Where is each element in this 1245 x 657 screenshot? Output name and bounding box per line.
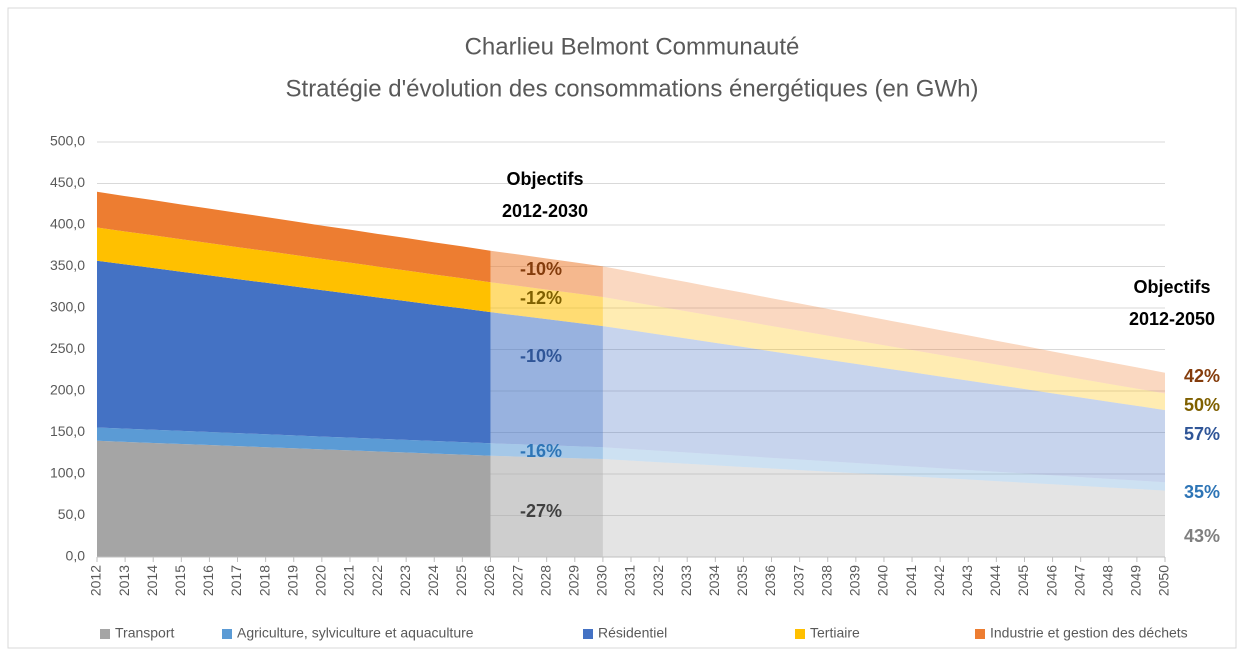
annotation: 2012-2050 [1129, 309, 1215, 329]
y-tick-label: 0,0 [66, 548, 86, 564]
annotation: -27% [520, 501, 562, 521]
y-tick-label: 450,0 [50, 174, 85, 190]
x-tick-label: 2016 [200, 565, 216, 596]
area [97, 440, 491, 557]
chart-border [7, 7, 1237, 649]
x-tick-label: 2020 [313, 565, 329, 596]
x-tick-label: 2028 [537, 565, 553, 596]
legend-swatch [975, 629, 985, 639]
x-tick-label: 2027 [509, 565, 525, 596]
annotation: 43% [1184, 526, 1220, 546]
x-tick-label: 2046 [1043, 565, 1059, 596]
x-tick-label: 2022 [369, 565, 385, 596]
annotation: -12% [520, 288, 562, 308]
legend-label: Résidentiel [598, 625, 667, 641]
x-tick-label: 2012 [88, 565, 104, 596]
x-tick-label: 2040 [875, 565, 891, 596]
area [490, 312, 603, 448]
annotation: 35% [1184, 482, 1220, 502]
area [490, 443, 603, 460]
annotation: 50% [1184, 395, 1220, 415]
area [97, 191, 491, 283]
x-tick-label: 2049 [1128, 565, 1144, 596]
annotation: -10% [520, 346, 562, 366]
x-tick-label: 2031 [622, 565, 638, 596]
x-tick-label: 2014 [144, 565, 160, 596]
legend-label: Tertiaire [810, 625, 860, 641]
chart-title: Charlieu Belmont Communauté [465, 33, 800, 60]
annotation: 2012-2030 [502, 201, 588, 221]
x-tick-label: 2045 [1015, 565, 1031, 596]
x-tick-label: 2026 [481, 565, 497, 596]
x-tick-label: 2044 [987, 565, 1003, 596]
area [97, 227, 491, 313]
y-tick-label: 200,0 [50, 382, 85, 398]
annotation: -10% [520, 259, 562, 279]
x-tick-label: 2023 [397, 565, 413, 596]
area [97, 260, 491, 444]
annotation: 42% [1184, 366, 1220, 386]
annotation: 57% [1184, 424, 1220, 444]
x-tick-label: 2024 [425, 565, 441, 596]
x-tick-label: 2039 [847, 565, 863, 596]
legend-swatch [795, 629, 805, 639]
y-tick-label: 150,0 [50, 423, 85, 439]
chart-subtitle: Stratégie d'évolution des consommations … [286, 75, 979, 102]
legend-label: Transport [115, 625, 175, 641]
y-tick-label: 500,0 [50, 133, 85, 149]
legend-swatch [583, 629, 593, 639]
x-tick-label: 2033 [678, 565, 694, 596]
area [490, 455, 603, 557]
y-tick-label: 50,0 [58, 506, 85, 522]
x-tick-label: 2013 [116, 565, 132, 596]
x-tick-label: 2015 [172, 565, 188, 596]
annotation: Objectifs [1133, 277, 1210, 297]
x-tick-label: 2036 [762, 565, 778, 596]
x-tick-label: 2030 [594, 565, 610, 596]
area [602, 266, 1165, 394]
x-tick-label: 2021 [341, 565, 357, 596]
y-tick-label: 400,0 [50, 216, 85, 232]
legend-label: Industrie et gestion des déchets [990, 625, 1188, 641]
area [602, 459, 1165, 557]
y-tick-label: 300,0 [50, 299, 85, 315]
x-tick-label: 2032 [650, 565, 666, 596]
area [602, 297, 1165, 411]
x-tick-label: 2025 [453, 565, 469, 596]
y-tick-label: 350,0 [50, 257, 85, 273]
annotation: Objectifs [506, 169, 583, 189]
y-tick-label: 100,0 [50, 465, 85, 481]
x-tick-label: 2038 [818, 565, 834, 596]
x-tick-label: 2019 [284, 565, 300, 596]
x-tick-label: 2017 [228, 565, 244, 596]
x-tick-label: 2050 [1156, 565, 1172, 596]
area [97, 427, 491, 456]
area [602, 326, 1165, 483]
legend-label: Agriculture, sylviculture et aquaculture [237, 625, 474, 641]
x-tick-label: 2029 [565, 565, 581, 596]
area [490, 282, 603, 327]
x-tick-label: 2034 [706, 565, 722, 596]
x-tick-label: 2018 [256, 565, 272, 596]
y-tick-label: 250,0 [50, 340, 85, 356]
x-tick-label: 2037 [790, 565, 806, 596]
area [602, 447, 1165, 491]
x-tick-label: 2043 [959, 565, 975, 596]
legend-swatch [222, 629, 232, 639]
x-tick-label: 2048 [1099, 565, 1115, 596]
area [490, 250, 603, 298]
legend-swatch [100, 629, 110, 639]
x-tick-label: 2042 [931, 565, 947, 596]
x-tick-label: 2035 [734, 565, 750, 596]
x-tick-label: 2047 [1071, 565, 1087, 596]
annotation: -16% [520, 441, 562, 461]
x-tick-label: 2041 [903, 565, 919, 596]
